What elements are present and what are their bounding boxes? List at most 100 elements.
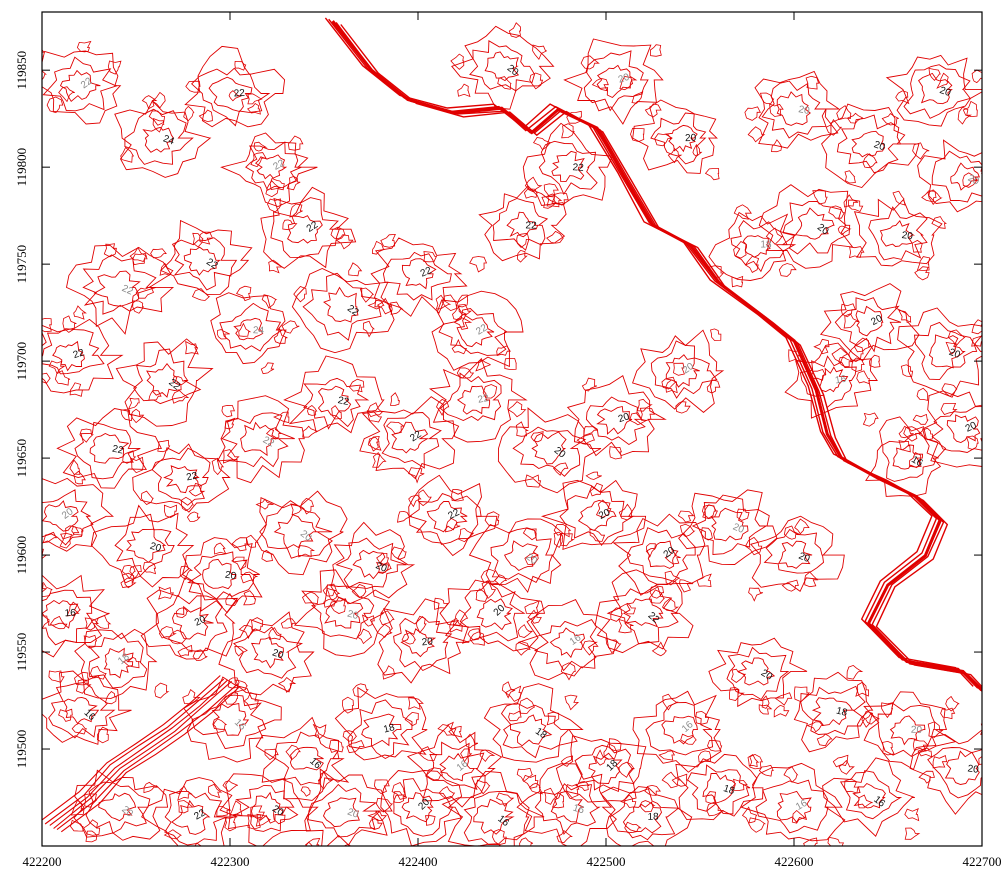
contour-line <box>456 294 469 308</box>
contour-line <box>347 699 413 760</box>
contour-line <box>559 532 575 547</box>
contour-line <box>359 287 375 303</box>
contour-line <box>898 309 912 323</box>
lower-left-contour <box>56 684 238 831</box>
contour-line <box>231 537 249 552</box>
contour-line <box>127 397 140 410</box>
contour-line <box>483 683 584 763</box>
contour-line <box>160 219 253 296</box>
contour-line <box>706 801 725 817</box>
lower-left-contour <box>60 686 240 833</box>
contour-line <box>380 770 463 846</box>
contour-line <box>183 676 282 763</box>
contour-line <box>980 163 982 172</box>
contour-line <box>636 398 653 412</box>
contour-line <box>259 500 333 559</box>
contour-line <box>238 624 255 640</box>
contour-label: 16 <box>794 798 809 813</box>
contour-line <box>361 614 375 627</box>
contour-line <box>852 782 886 809</box>
contour-line <box>366 410 383 423</box>
contour-line <box>303 377 370 430</box>
contour-line <box>379 610 395 626</box>
contour-line <box>416 615 427 634</box>
contour-line <box>665 354 700 388</box>
contour-line <box>617 618 634 634</box>
contour-line <box>945 695 960 712</box>
contour-line <box>781 579 799 592</box>
contour-line <box>260 186 357 269</box>
y-tick-label: 119850 <box>14 51 29 90</box>
contour-line <box>213 542 227 555</box>
contour-line <box>900 364 914 378</box>
contour-line <box>677 510 695 523</box>
contour-line <box>273 514 318 549</box>
contour-line <box>283 355 385 434</box>
contour-line <box>475 588 489 602</box>
contour-line <box>335 234 354 250</box>
contour-line <box>710 328 722 341</box>
contour-line <box>811 697 854 726</box>
contour-line <box>518 697 536 714</box>
contour-line <box>589 528 606 542</box>
contour-label: 24 <box>162 134 177 148</box>
river-contour <box>324 17 974 687</box>
contour-line <box>971 319 982 335</box>
contour-line <box>971 335 982 347</box>
contour-line <box>582 640 599 656</box>
contour-line <box>448 725 463 738</box>
contour-line <box>928 67 941 82</box>
contour-line <box>671 773 688 787</box>
contour-line <box>297 545 316 558</box>
contour-line <box>897 307 982 398</box>
contour-line <box>438 308 509 356</box>
contour-line <box>390 301 404 315</box>
contour-line <box>120 409 133 422</box>
contour-line <box>48 682 116 739</box>
contour-line <box>508 22 522 38</box>
contour-line <box>675 401 691 414</box>
contour-label: 18 <box>533 726 549 742</box>
contour-line <box>931 406 982 453</box>
contour-line <box>406 724 503 808</box>
contour-line <box>504 358 517 370</box>
contour-line <box>528 782 543 795</box>
contour-line <box>918 427 933 441</box>
contour-line <box>679 579 694 593</box>
contour-line <box>885 54 982 127</box>
contour-label: 20 <box>505 63 521 79</box>
contour-line <box>122 656 140 669</box>
contour-line <box>69 459 81 475</box>
contour-line <box>143 781 159 794</box>
contour-line <box>532 137 551 151</box>
contour-line <box>83 819 101 836</box>
contour-line <box>534 783 601 835</box>
contour-line <box>941 383 958 397</box>
contour-line <box>508 710 522 722</box>
contour-line <box>519 837 534 846</box>
contour-line <box>438 786 456 800</box>
contour-line <box>922 390 982 468</box>
contour-line <box>393 791 407 804</box>
contour-line <box>148 110 166 126</box>
contour-label: 22 <box>337 395 351 408</box>
contour-label: 22 <box>447 507 462 522</box>
contour-line <box>164 790 228 846</box>
contour-line <box>553 523 572 538</box>
contour-line <box>862 153 878 169</box>
contour-line <box>293 286 307 303</box>
contour-line <box>512 426 587 477</box>
y-tick-label: 119600 <box>14 536 29 575</box>
contour-line <box>605 637 622 654</box>
contour-line <box>56 408 163 489</box>
contour-line <box>140 490 154 505</box>
contour-line <box>463 790 530 846</box>
contour-line <box>140 577 239 660</box>
x-tick-label: 422300 <box>211 854 250 869</box>
contour-line <box>42 50 122 125</box>
contour-line <box>747 754 760 768</box>
contour-line <box>380 233 396 248</box>
contour-line <box>742 235 771 258</box>
contour-line <box>476 779 491 795</box>
contour-label: 16 <box>834 374 847 387</box>
